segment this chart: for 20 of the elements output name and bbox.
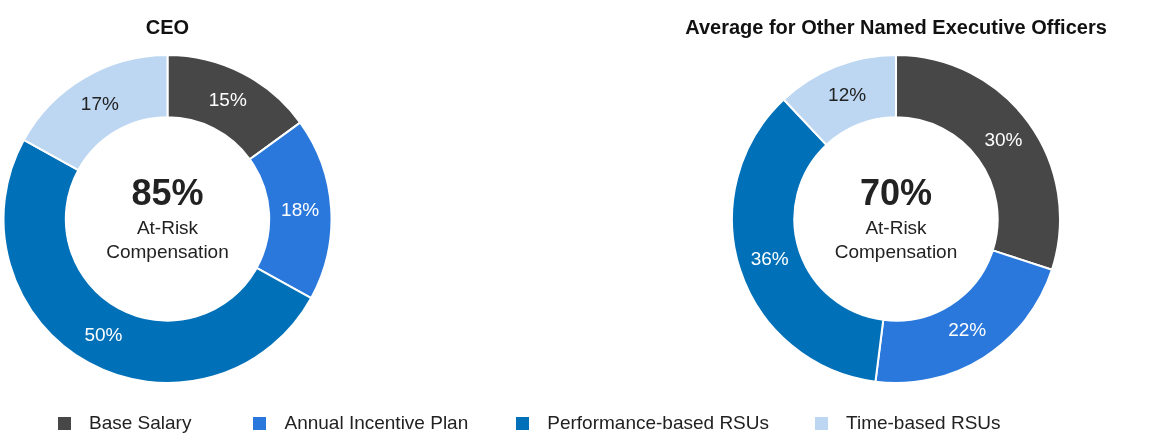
data-label: 15% bbox=[208, 88, 247, 110]
chart-title: Average for Other Named Executive Officers bbox=[685, 15, 1107, 38]
data-label: 30% bbox=[984, 129, 1023, 151]
legend-label: Time-based RSUs bbox=[846, 412, 1001, 434]
data-label: 50% bbox=[84, 323, 123, 345]
text: At-Risk bbox=[865, 217, 928, 239]
data-label: 18% bbox=[281, 198, 320, 220]
chart-title: CEO bbox=[145, 15, 190, 38]
text: Compensation bbox=[106, 241, 229, 263]
text: At-Risk bbox=[136, 217, 199, 239]
data-label: 36% bbox=[750, 248, 789, 270]
data-label: 17% bbox=[80, 92, 119, 114]
legend-label: Performance-based RSUs bbox=[547, 412, 770, 434]
text: 85% bbox=[131, 171, 204, 213]
data-label: 22% bbox=[948, 319, 987, 341]
text: 70% bbox=[859, 171, 933, 213]
legend-label: Base Salary bbox=[89, 412, 192, 434]
legend-label: Annual Incentive Plan bbox=[284, 412, 469, 434]
text: Compensation bbox=[834, 241, 958, 263]
data-label: 12% bbox=[828, 83, 867, 105]
